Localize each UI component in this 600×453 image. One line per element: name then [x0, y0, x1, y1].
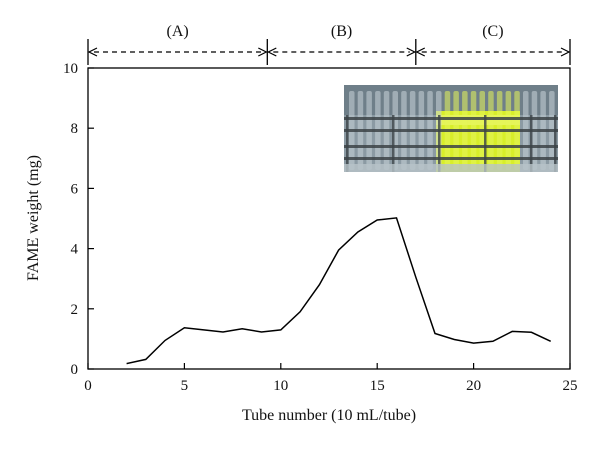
rack-post	[438, 115, 441, 172]
rack-post	[484, 115, 487, 172]
region-label: (B)	[331, 23, 352, 40]
y-tick-label: 2	[71, 302, 79, 318]
region-arrowhead-right	[406, 47, 417, 57]
region-arrowhead-right	[560, 47, 571, 57]
photo-bottom	[344, 164, 558, 172]
y-axis-title: FAME weight (mg)	[25, 155, 42, 281]
x-tick-label: 0	[84, 378, 92, 394]
region-label: (A)	[167, 23, 189, 40]
series-line	[126, 217, 552, 365]
rack-post	[346, 115, 349, 172]
y-tick-label: 6	[71, 181, 79, 197]
x-tick-label: 20	[466, 378, 481, 394]
y-axis-ticks: 0 2 4 6 8 10	[63, 61, 94, 378]
tube-rack-photo	[344, 85, 558, 172]
rack-rail	[344, 157, 558, 160]
y-tick-label: 0	[71, 362, 79, 378]
region-arrowhead-left	[87, 47, 98, 57]
y-tick-label: 8	[71, 121, 79, 137]
x-tick-label: 10	[273, 378, 288, 394]
x-axis-ticks: 0 5 10 15 20 25	[84, 363, 578, 394]
x-tick-label: 15	[370, 378, 385, 394]
rack-post	[530, 115, 533, 172]
rack-rail	[344, 129, 558, 132]
region-arrowhead-right	[258, 47, 268, 57]
region-markers: (A) (B) (C)	[87, 23, 571, 65]
region-arrowhead-left	[266, 47, 277, 57]
region-arrowhead-left	[415, 47, 426, 57]
rack-rail	[344, 145, 558, 148]
y-tick-label: 4	[71, 242, 79, 258]
y-tick-label: 10	[63, 61, 78, 77]
rack-rail	[344, 117, 558, 120]
rack-post	[392, 115, 395, 172]
x-axis-title: Tube number (10 mL/tube)	[242, 407, 416, 424]
x-tick-label: 25	[563, 378, 578, 394]
rack-post	[554, 115, 557, 172]
x-tick-label: 5	[181, 378, 189, 394]
region-label: (C)	[482, 23, 503, 40]
plot-frame	[87, 67, 571, 370]
